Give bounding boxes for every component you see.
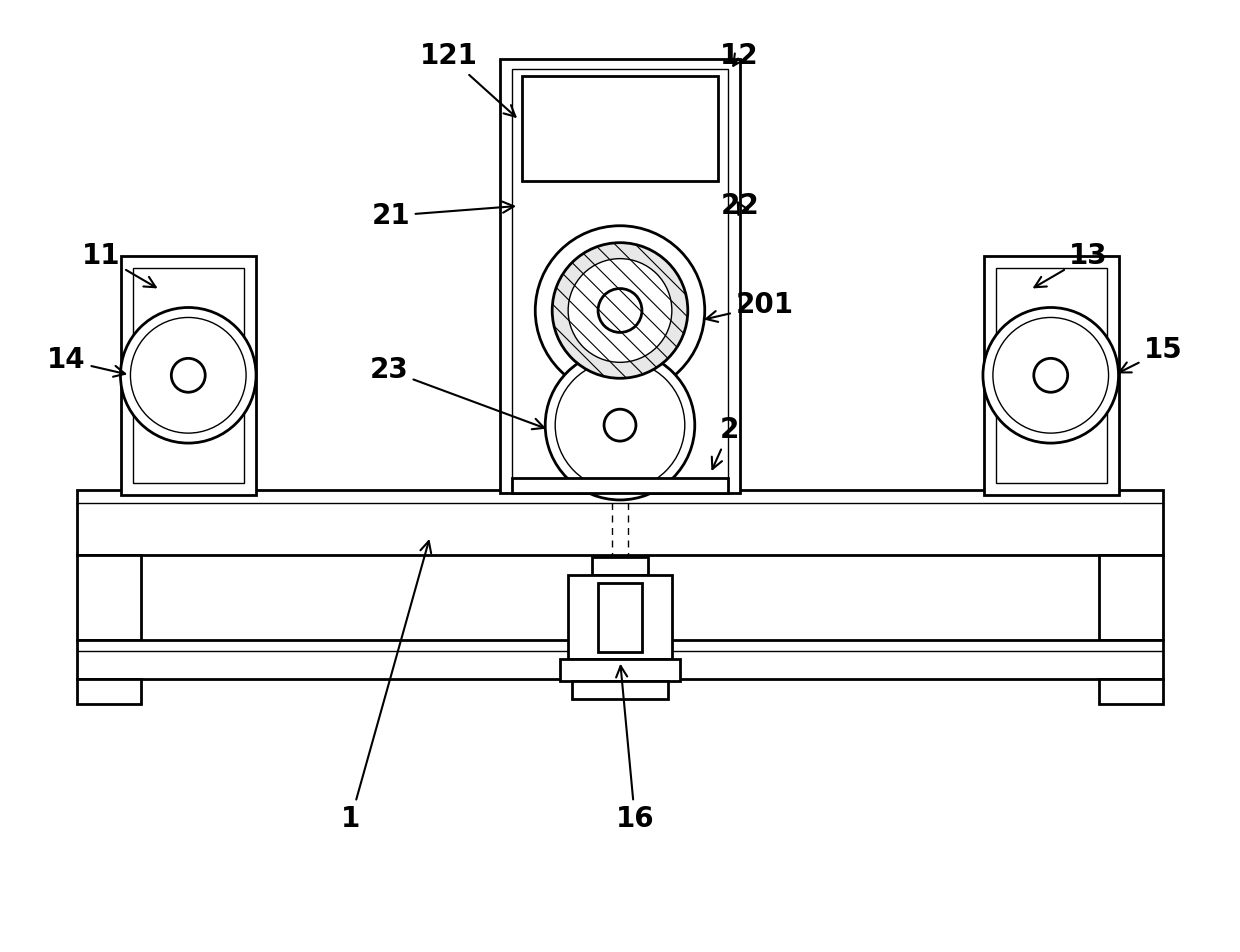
Bar bbox=[572, 682, 668, 700]
Bar bbox=[983, 256, 1118, 495]
Bar bbox=[591, 557, 649, 575]
Circle shape bbox=[993, 317, 1109, 433]
Bar bbox=[134, 268, 244, 483]
Text: 23: 23 bbox=[370, 356, 544, 429]
Text: 16: 16 bbox=[615, 666, 655, 833]
Bar bbox=[122, 256, 257, 495]
Bar bbox=[560, 660, 680, 682]
Text: 14: 14 bbox=[47, 347, 125, 377]
Bar bbox=[77, 555, 141, 640]
Circle shape bbox=[546, 350, 694, 500]
Circle shape bbox=[171, 358, 205, 392]
Circle shape bbox=[120, 307, 257, 443]
Bar bbox=[580, 490, 660, 493]
Text: 21: 21 bbox=[371, 202, 513, 229]
Text: 1: 1 bbox=[341, 541, 432, 833]
Text: 22: 22 bbox=[720, 191, 759, 220]
Bar bbox=[1099, 555, 1163, 640]
Bar bbox=[512, 478, 728, 493]
Bar bbox=[77, 680, 141, 704]
Circle shape bbox=[568, 259, 672, 363]
Text: 12: 12 bbox=[720, 42, 759, 70]
Bar bbox=[1099, 680, 1163, 704]
Circle shape bbox=[598, 288, 642, 332]
Bar bbox=[568, 575, 672, 660]
Bar bbox=[996, 268, 1106, 483]
Text: 13: 13 bbox=[1034, 242, 1109, 288]
Bar bbox=[501, 59, 739, 493]
Text: 15: 15 bbox=[1120, 336, 1183, 372]
Circle shape bbox=[983, 307, 1118, 443]
Text: 121: 121 bbox=[419, 42, 516, 117]
Circle shape bbox=[130, 317, 246, 433]
Bar bbox=[522, 76, 718, 181]
Circle shape bbox=[604, 409, 636, 441]
Text: 11: 11 bbox=[82, 242, 156, 288]
Text: 2: 2 bbox=[712, 416, 739, 469]
Circle shape bbox=[1034, 358, 1068, 392]
Bar bbox=[598, 583, 642, 652]
Circle shape bbox=[556, 361, 684, 490]
Circle shape bbox=[536, 226, 704, 395]
Bar bbox=[77, 490, 1163, 555]
Text: 201: 201 bbox=[706, 291, 794, 322]
Bar bbox=[512, 69, 728, 488]
Circle shape bbox=[552, 243, 688, 378]
Bar bbox=[77, 640, 1163, 680]
